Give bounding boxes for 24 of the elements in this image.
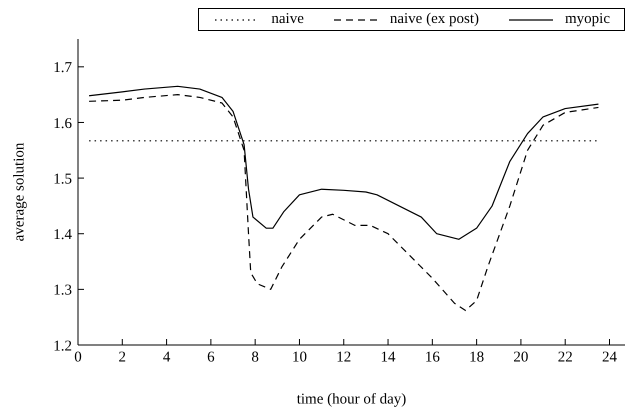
y-tick-label: 1.5 bbox=[53, 171, 72, 188]
x-tick-label: 16 bbox=[424, 350, 440, 366]
x-tick-label: 10 bbox=[292, 350, 307, 366]
x-tick-label: 2 bbox=[118, 350, 126, 366]
x-tick-label: 22 bbox=[558, 350, 573, 366]
x-axis-title: time (hour of day) bbox=[296, 392, 406, 408]
x-tick-label: 6 bbox=[207, 350, 216, 366]
legend-label: naive bbox=[271, 11, 304, 28]
y-axis-title: average solution bbox=[11, 142, 28, 242]
x-tick-label: 0 bbox=[74, 350, 82, 366]
y-tick-label: 1.7 bbox=[53, 60, 72, 76]
x-tick-label: 24 bbox=[602, 350, 618, 366]
legend-label: naive (ex post) bbox=[390, 11, 479, 28]
y-tick-label: 1.3 bbox=[53, 282, 72, 299]
y-tick-label: 1.2 bbox=[53, 338, 72, 354]
x-tick-label: 8 bbox=[251, 350, 259, 366]
legend-label: myopic bbox=[565, 11, 610, 28]
x-tick-label: 14 bbox=[380, 350, 396, 366]
x-tick-label: 12 bbox=[336, 350, 352, 366]
x-tick-label: 18 bbox=[469, 350, 484, 366]
y-tick-label: 1.6 bbox=[53, 116, 72, 132]
y-tick-label: 1.4 bbox=[53, 227, 72, 244]
x-tick-label: 4 bbox=[162, 350, 171, 366]
x-tick-label: 20 bbox=[513, 350, 528, 366]
